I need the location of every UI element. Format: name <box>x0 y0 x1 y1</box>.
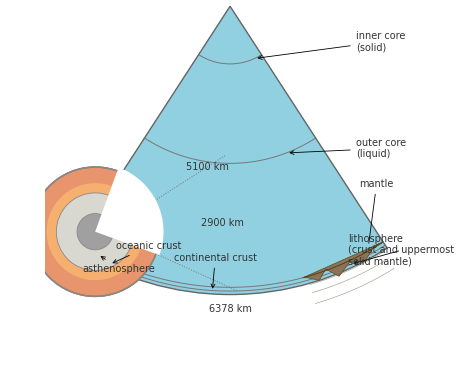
Text: mantle: mantle <box>359 179 394 243</box>
Wedge shape <box>162 6 299 132</box>
Polygon shape <box>303 242 383 280</box>
Wedge shape <box>77 6 383 287</box>
Wedge shape <box>128 6 332 193</box>
Text: oceanic crust: oceanic crust <box>113 242 182 263</box>
Text: continental crust: continental crust <box>174 253 257 288</box>
Text: 2900 km: 2900 km <box>201 218 244 228</box>
Wedge shape <box>75 6 385 291</box>
Text: 6378 km: 6378 km <box>209 304 252 314</box>
Text: outer core
(liquid): outer core (liquid) <box>290 138 406 160</box>
Wedge shape <box>145 6 316 163</box>
Circle shape <box>56 193 134 270</box>
Circle shape <box>30 167 160 296</box>
Wedge shape <box>199 6 262 64</box>
Text: lithosphere
(crust and uppermost
solid mantle): lithosphere (crust and uppermost solid m… <box>348 234 455 267</box>
Wedge shape <box>73 6 387 295</box>
Text: 5100 km: 5100 km <box>186 162 229 172</box>
Circle shape <box>46 183 144 280</box>
Wedge shape <box>95 167 164 255</box>
Circle shape <box>77 214 113 250</box>
Wedge shape <box>73 6 387 295</box>
Text: inner core
(solid): inner core (solid) <box>258 31 405 59</box>
Text: asthenosphere: asthenosphere <box>83 256 155 274</box>
